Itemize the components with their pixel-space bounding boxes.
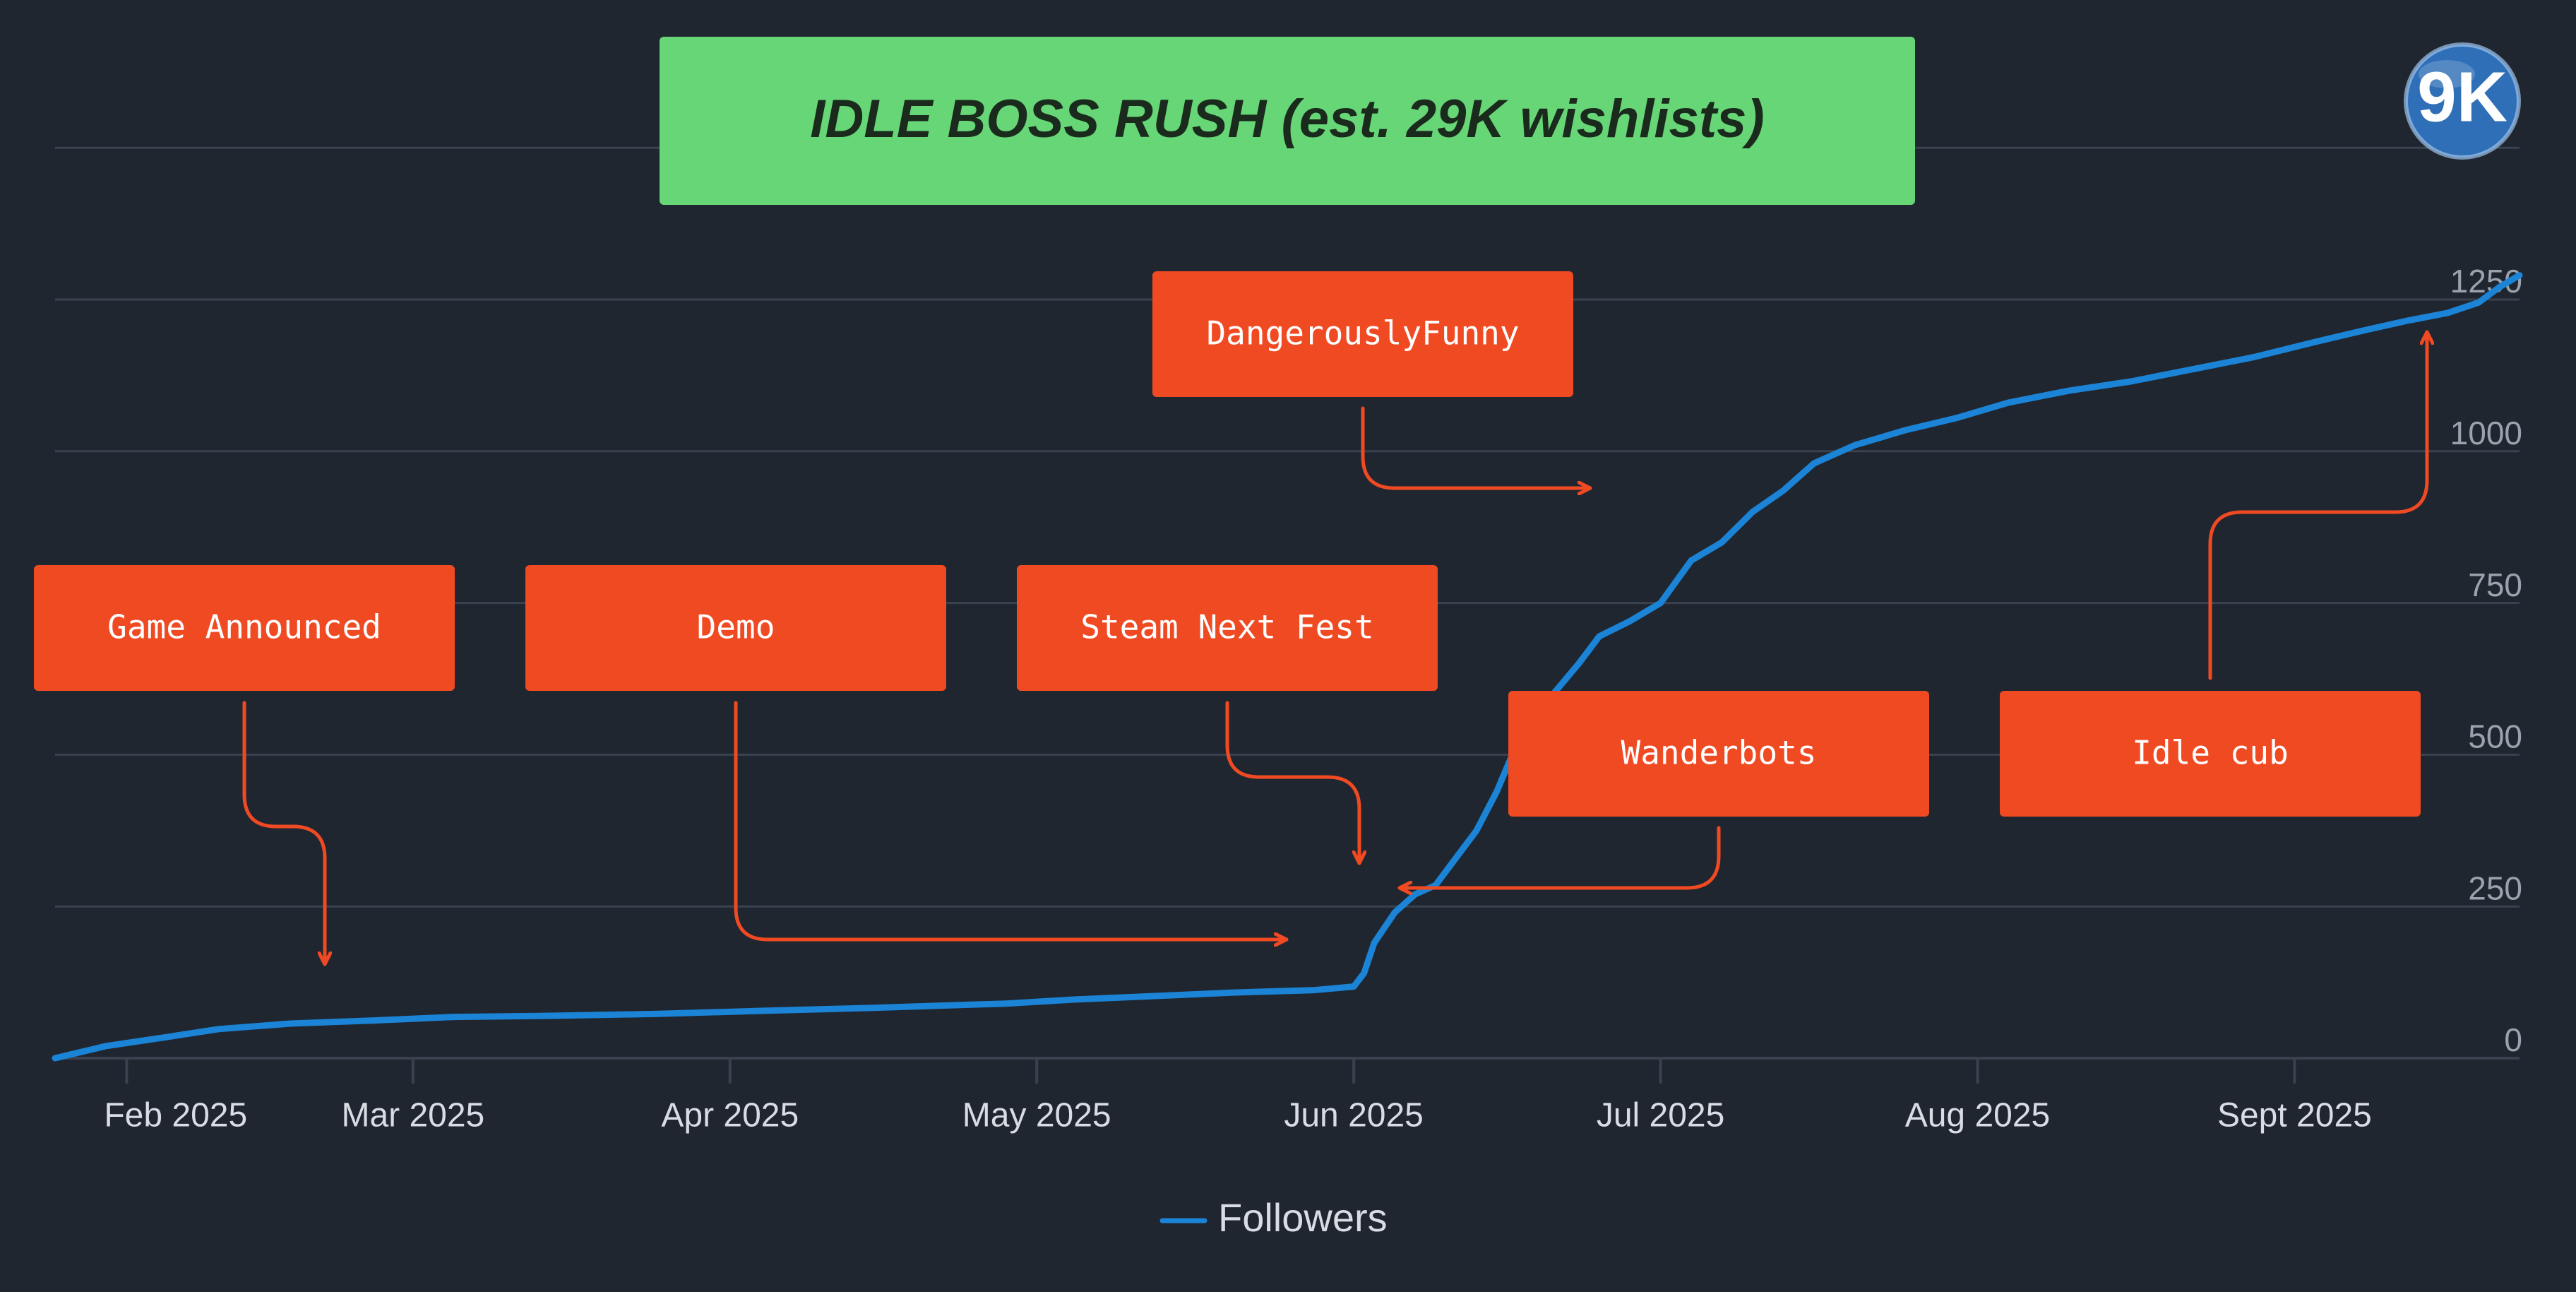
x-tick-label: Feb 2025 bbox=[104, 1097, 247, 1134]
arrow-idle-cub bbox=[2208, 330, 2427, 680]
y-tick-label: 0 bbox=[2504, 1021, 2522, 1058]
annotation-label: Wanderbots bbox=[1621, 734, 1817, 772]
y-tick-label: 500 bbox=[2468, 718, 2522, 755]
x-tick-label: Jul 2025 bbox=[1597, 1097, 1724, 1134]
arrow-wanderbots bbox=[1397, 826, 1721, 888]
annotation-game-announced: Game Announced bbox=[34, 565, 455, 691]
x-tick-label: Mar 2025 bbox=[341, 1097, 484, 1134]
annotation-demo: Demo bbox=[525, 565, 946, 691]
x-tick-label: Sept 2025 bbox=[2217, 1097, 2372, 1134]
annotation-label: Steam Next Fest bbox=[1080, 608, 1373, 646]
y-tick-label: 750 bbox=[2468, 567, 2522, 603]
annotation-wanderbots: Wanderbots bbox=[1508, 691, 1929, 817]
annotation-arrows bbox=[242, 330, 2427, 966]
arrow-steam-next-fest bbox=[1225, 701, 1359, 865]
annotation-dangerouslyfunny: DangerouslyFunny bbox=[1152, 271, 1573, 397]
annotation-label: Game Announced bbox=[107, 608, 381, 646]
annotation-idle-cub: Idle cub bbox=[2000, 691, 2421, 817]
y-tick-label: 1000 bbox=[2450, 415, 2522, 451]
x-tick-label: May 2025 bbox=[962, 1097, 1111, 1134]
x-axis: Feb 2025 Mar 2025 Apr 2025 May 2025 Jun 2025… bbox=[104, 1058, 2372, 1134]
annotation-steam-next-fest: Steam Next Fest bbox=[1017, 565, 1438, 691]
annotation-label: Demo bbox=[697, 608, 775, 646]
x-tick-label: Aug 2025 bbox=[1905, 1097, 2051, 1134]
legend-label-followers: Followers bbox=[1218, 1195, 1388, 1240]
arrow-demo bbox=[734, 701, 1289, 940]
arrow-dangerouslyfunny bbox=[1361, 406, 1592, 488]
x-tick-label: Apr 2025 bbox=[661, 1097, 799, 1134]
legend: Followers bbox=[1159, 1195, 1388, 1240]
logo-text: 9K bbox=[2417, 57, 2508, 136]
logo: 9K bbox=[2404, 42, 2521, 160]
arrow-game-announced bbox=[242, 701, 325, 966]
y-tick-label: 250 bbox=[2468, 870, 2522, 906]
title-banner: IDLE BOSS RUSH (est. 29K wishlists) bbox=[660, 37, 1915, 205]
x-tick-label: Jun 2025 bbox=[1284, 1097, 1424, 1134]
annotation-label: DangerouslyFunny bbox=[1206, 314, 1519, 352]
chart-title: IDLE BOSS RUSH (est. 29K wishlists) bbox=[810, 89, 1764, 149]
annotation-label: Idle cub bbox=[2132, 734, 2289, 772]
